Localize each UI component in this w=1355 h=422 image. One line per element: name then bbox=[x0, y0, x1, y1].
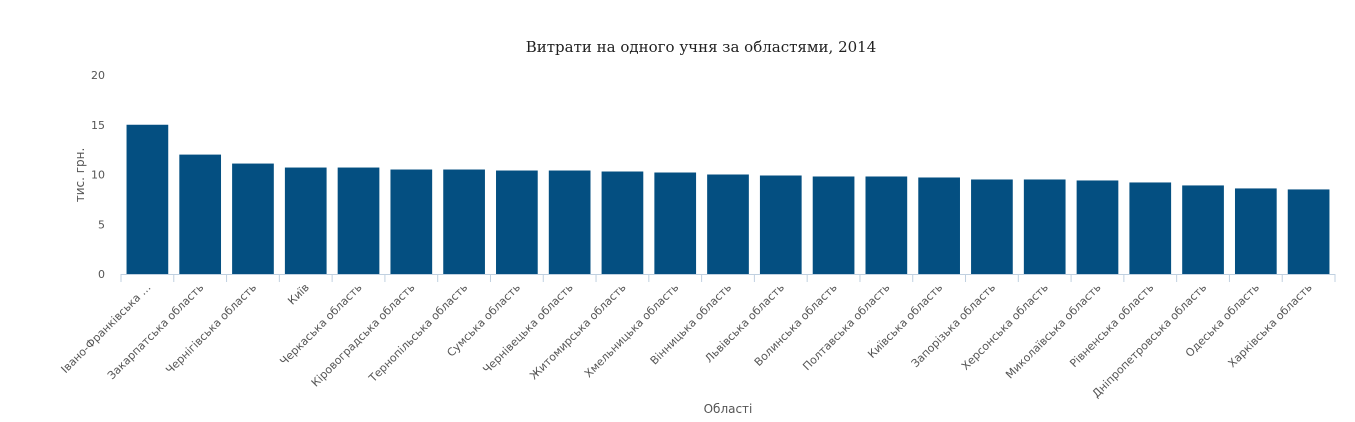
y-tick-label: 20 bbox=[91, 69, 105, 82]
y-tick-label: 5 bbox=[98, 218, 105, 231]
y-axis: 0 5 10 15 20 bbox=[91, 69, 105, 281]
bar[interactable] bbox=[971, 179, 1013, 274]
bar[interactable] bbox=[654, 172, 697, 274]
x-tick-label: Кіровоградська область bbox=[309, 281, 418, 390]
x-tick-label: Херсонська область bbox=[959, 281, 1051, 373]
x-tick-label: Полтавська область bbox=[800, 281, 892, 373]
x-tick-label: Хмельницька область bbox=[582, 281, 681, 380]
bar[interactable] bbox=[496, 170, 538, 274]
bar[interactable] bbox=[548, 170, 591, 274]
x-axis-title: Області bbox=[704, 402, 753, 416]
x-tick-label: Закарпатська область bbox=[105, 281, 206, 382]
chart-title: Витрати на одного учня за областями, 201… bbox=[526, 38, 877, 56]
bar[interactable] bbox=[1129, 182, 1172, 274]
x-axis: Івано-Франківська …Закарпатська областьЧ… bbox=[59, 274, 1336, 400]
x-tick-label: Київ bbox=[285, 281, 312, 308]
bar[interactable] bbox=[1287, 189, 1330, 274]
y-tick-label: 0 bbox=[98, 268, 105, 281]
x-tick-label: Дніпропетровська область bbox=[1090, 281, 1209, 400]
bar[interactable] bbox=[337, 167, 380, 274]
bar[interactable] bbox=[1234, 188, 1277, 274]
y-axis-title: тис. грн. bbox=[73, 148, 87, 203]
bar[interactable] bbox=[812, 176, 855, 274]
bar[interactable] bbox=[126, 124, 169, 274]
y-tick-label: 10 bbox=[91, 169, 105, 182]
bar[interactable] bbox=[865, 176, 908, 274]
bars-group bbox=[126, 124, 1330, 275]
bar[interactable] bbox=[179, 154, 222, 274]
bar[interactable] bbox=[1076, 180, 1119, 274]
y-tick-label: 15 bbox=[91, 119, 105, 132]
bar[interactable] bbox=[1182, 185, 1224, 274]
bar[interactable] bbox=[232, 163, 274, 274]
x-tick-label: Чернігівська область bbox=[163, 281, 259, 377]
bar[interactable] bbox=[284, 167, 327, 274]
bar[interactable] bbox=[707, 174, 749, 275]
x-tick-label: Миколаївська область bbox=[1003, 281, 1103, 381]
x-tick-label: Житомирська область bbox=[527, 281, 628, 382]
bar[interactable] bbox=[601, 171, 644, 274]
x-tick-label: Тернопільська область bbox=[366, 281, 471, 386]
bar[interactable] bbox=[390, 169, 433, 274]
bar[interactable] bbox=[443, 169, 485, 274]
bar[interactable] bbox=[759, 175, 802, 275]
bar[interactable] bbox=[1023, 179, 1066, 274]
x-tick-label: Чернівецька область bbox=[480, 281, 575, 376]
x-tick-label: Івано-Франківська … bbox=[59, 281, 154, 376]
bar[interactable] bbox=[918, 177, 960, 274]
